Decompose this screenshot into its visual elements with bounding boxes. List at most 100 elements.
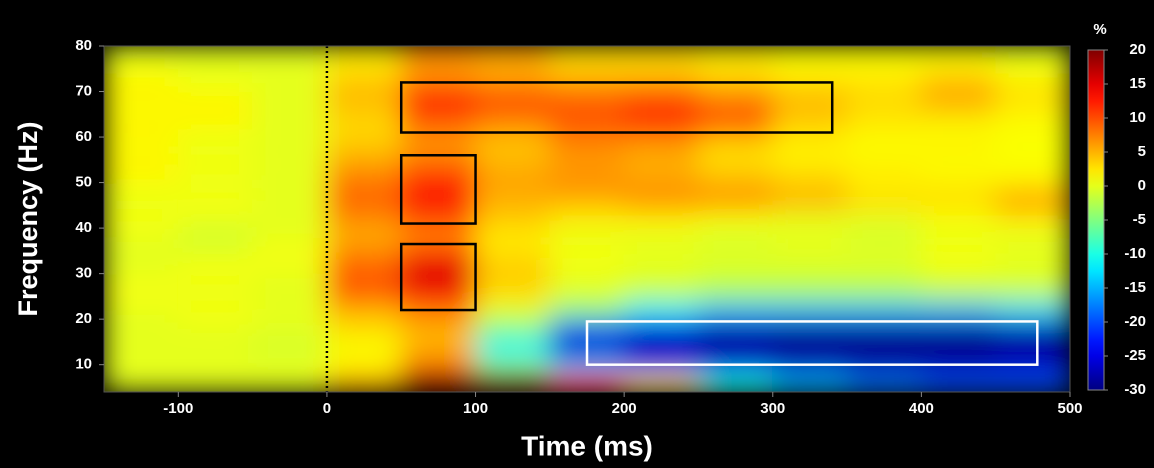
heatmap-cell bbox=[475, 46, 550, 65]
heatmap-cell bbox=[624, 137, 699, 156]
heatmap-cell bbox=[772, 337, 847, 356]
heatmap-cell bbox=[401, 191, 476, 210]
heatmap-cell bbox=[178, 64, 253, 83]
heatmap-cell bbox=[921, 228, 996, 247]
heatmap-cell bbox=[921, 118, 996, 137]
heatmap-cell bbox=[772, 228, 847, 247]
heatmap-cell bbox=[475, 228, 550, 247]
heatmap-cell bbox=[847, 300, 922, 319]
heatmap-cell bbox=[401, 246, 476, 265]
heatmap-cell bbox=[624, 246, 699, 265]
heatmap-cell bbox=[326, 209, 401, 228]
x-tick-label: 300 bbox=[760, 400, 785, 417]
heatmap-cell bbox=[995, 282, 1070, 301]
heatmap-cell bbox=[921, 100, 996, 119]
heatmap-cell bbox=[772, 373, 847, 392]
heatmap-cell bbox=[624, 264, 699, 283]
heatmap-cell bbox=[698, 137, 773, 156]
heatmap-cell bbox=[252, 155, 327, 174]
heatmap-cell bbox=[624, 209, 699, 228]
heatmap-cell bbox=[847, 264, 922, 283]
heatmap-cell bbox=[995, 246, 1070, 265]
y-tick-label: 30 bbox=[75, 265, 92, 282]
heatmap-cell bbox=[104, 209, 179, 228]
heatmap-cell bbox=[921, 300, 996, 319]
heatmap-cell bbox=[401, 46, 476, 65]
heatmap-cell bbox=[624, 191, 699, 210]
heatmap-cell bbox=[772, 246, 847, 265]
heatmap-cell bbox=[995, 209, 1070, 228]
heatmap-cell bbox=[549, 173, 624, 192]
heatmap-cell bbox=[326, 191, 401, 210]
heatmap-cell bbox=[178, 100, 253, 119]
heatmap-cell bbox=[698, 246, 773, 265]
heatmap-cell bbox=[847, 137, 922, 156]
heatmap-cell bbox=[401, 173, 476, 192]
heatmap-cell bbox=[178, 46, 253, 65]
y-tick-label: 50 bbox=[75, 174, 92, 191]
y-tick-label: 40 bbox=[75, 219, 92, 236]
heatmap-cell bbox=[252, 46, 327, 65]
colorbar bbox=[1088, 50, 1104, 390]
heatmap-cell bbox=[549, 264, 624, 283]
heatmap-cell bbox=[104, 300, 179, 319]
heatmap-cell bbox=[475, 64, 550, 83]
heatmap-cell bbox=[995, 118, 1070, 137]
heatmap-cell bbox=[847, 64, 922, 83]
heatmap-cell bbox=[847, 46, 922, 65]
heatmap-cell bbox=[995, 337, 1070, 356]
heatmap-cell bbox=[178, 355, 253, 374]
heatmap-cell bbox=[326, 319, 401, 338]
heatmap-cell bbox=[252, 100, 327, 119]
heatmap-cell bbox=[475, 319, 550, 338]
heatmap-cell bbox=[549, 46, 624, 65]
heatmap-cell bbox=[104, 46, 179, 65]
heatmap-cell bbox=[847, 282, 922, 301]
heatmap-cell bbox=[847, 173, 922, 192]
y-axis-label: Frequency (Hz) bbox=[13, 121, 43, 316]
heatmap-cell bbox=[772, 209, 847, 228]
heatmap-cell bbox=[549, 64, 624, 83]
heatmap-cell bbox=[698, 155, 773, 174]
heatmap-cell bbox=[698, 191, 773, 210]
heatmap-cell bbox=[104, 246, 179, 265]
heatmap-cell bbox=[624, 282, 699, 301]
colorbar-tick-label: 15 bbox=[1129, 75, 1146, 92]
heatmap-cell bbox=[624, 228, 699, 247]
heatmap-cell bbox=[326, 100, 401, 119]
heatmap-cell bbox=[252, 282, 327, 301]
heatmap-cell bbox=[401, 373, 476, 392]
heatmap-cell bbox=[326, 137, 401, 156]
heatmap-cell bbox=[549, 300, 624, 319]
x-tick-label: 400 bbox=[909, 400, 934, 417]
heatmap-cell bbox=[995, 373, 1070, 392]
heatmap-cell bbox=[252, 246, 327, 265]
heatmap-cell bbox=[772, 46, 847, 65]
heatmap-cell bbox=[698, 300, 773, 319]
heatmap-cell bbox=[847, 155, 922, 174]
heatmap-cell bbox=[772, 173, 847, 192]
heatmap-cell bbox=[326, 46, 401, 65]
heatmap-cell bbox=[624, 155, 699, 174]
heatmap-cell bbox=[326, 337, 401, 356]
heatmap-cell bbox=[326, 282, 401, 301]
heatmap-cell bbox=[252, 373, 327, 392]
heatmap-cell bbox=[178, 337, 253, 356]
heatmap-cell bbox=[401, 82, 476, 101]
heatmap-cell bbox=[326, 118, 401, 137]
heatmap-cell bbox=[401, 319, 476, 338]
heatmap-cell bbox=[772, 264, 847, 283]
heatmap-cell bbox=[104, 173, 179, 192]
heatmap-cell bbox=[401, 100, 476, 119]
heatmap-cell bbox=[104, 137, 179, 156]
heatmap-cell bbox=[104, 118, 179, 137]
heatmap-cell bbox=[401, 155, 476, 174]
y-tick-label: 70 bbox=[75, 82, 92, 99]
heatmap-cell bbox=[995, 173, 1070, 192]
heatmap-cell bbox=[401, 264, 476, 283]
heatmap-cell bbox=[698, 337, 773, 356]
heatmap-cell bbox=[921, 64, 996, 83]
heatmap-cell bbox=[475, 282, 550, 301]
heatmap-cell bbox=[549, 246, 624, 265]
heatmap-cell bbox=[178, 209, 253, 228]
